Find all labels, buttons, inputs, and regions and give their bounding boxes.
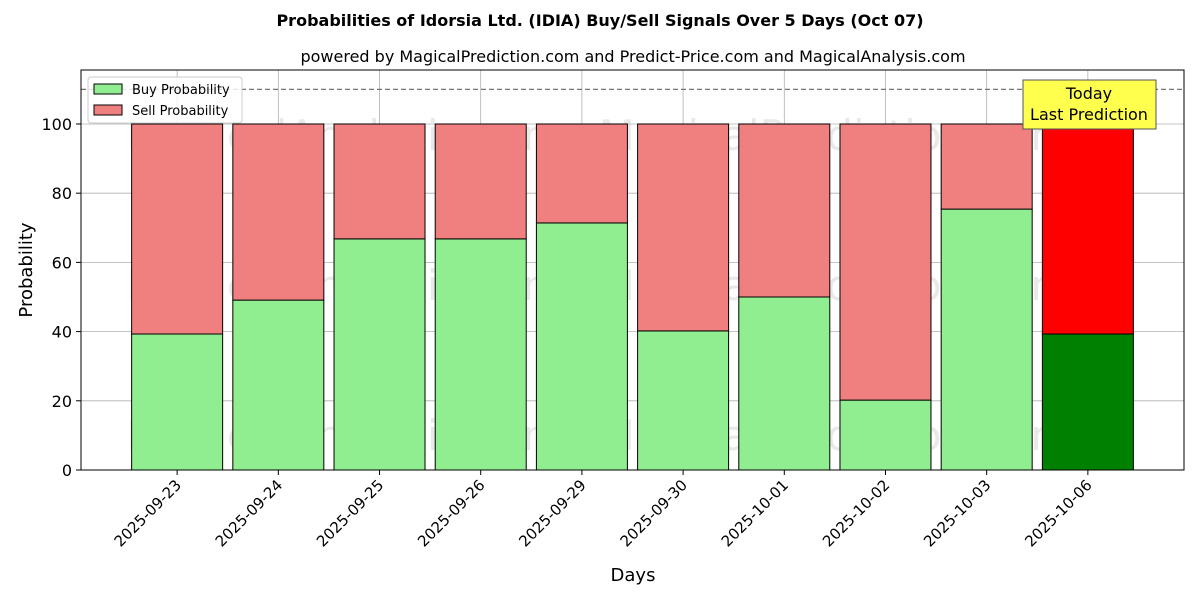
sell-bar: [1041, 123, 1134, 335]
y-tick-label: 60: [52, 253, 72, 272]
sell-bar: [940, 123, 1033, 210]
y-tick-label: 40: [52, 323, 72, 342]
sell-bar: [839, 123, 932, 401]
buy-bar: [637, 330, 730, 471]
today-annotation: Today Last Prediction: [1022, 79, 1157, 130]
y-axis-label: Probability: [16, 222, 37, 317]
chart-subtitle: powered by MagicalPrediction.com and Pre…: [300, 47, 965, 66]
y-tick-label: 0: [62, 461, 72, 480]
sell-bar: [535, 123, 628, 224]
sell-bar: [333, 123, 426, 240]
y-tick-label: 100: [41, 115, 72, 134]
x-tick-label: 2025-09-24: [212, 476, 286, 550]
buy-bar: [940, 208, 1033, 471]
legend-buy-label: Buy Probability: [132, 83, 230, 98]
sell-bar: [232, 123, 325, 301]
legend: Buy Probability Sell Probability: [87, 76, 243, 124]
buy-bar: [434, 238, 527, 471]
x-tick-label: 2025-09-26: [414, 476, 488, 550]
legend-buy-swatch: [93, 83, 123, 95]
plot-frame: [80, 69, 1185, 471]
bars: [81, 88, 1184, 471]
y-tick-label: 20: [52, 392, 72, 411]
legend-sell-swatch: [93, 104, 123, 116]
x-axis-label: Days: [611, 565, 656, 586]
y-tick-label: 80: [52, 184, 72, 203]
buy-bar: [535, 222, 628, 471]
x-tick-label: 2025-10-03: [920, 476, 994, 550]
sell-bar: [434, 123, 527, 240]
x-tick-label: 2025-09-25: [313, 476, 387, 550]
sell-bar: [637, 123, 730, 332]
x-tick-label: 2025-10-02: [819, 476, 893, 550]
annotation-line2: Last Prediction: [1030, 105, 1148, 124]
buy-bar: [333, 238, 426, 471]
annotation-line1: Today: [1065, 84, 1112, 103]
chart-title: Probabilities of Idorsia Ltd. (IDIA) Buy…: [276, 11, 923, 30]
buy-bar: [232, 299, 325, 471]
x-tick-label: 2025-10-01: [718, 476, 792, 550]
x-tick-label: 2025-09-23: [111, 476, 185, 550]
sell-bar: [738, 123, 831, 298]
buy-bar: [839, 399, 932, 471]
buy-bar: [1041, 333, 1134, 471]
buy-bar: [131, 333, 224, 471]
x-tick-label: 2025-09-29: [515, 476, 589, 550]
buy-bar: [738, 296, 831, 471]
x-tick-label: 2025-09-30: [617, 476, 691, 550]
legend-sell-label: Sell Probability: [132, 104, 229, 119]
x-tick-label: 2025-10-06: [1021, 476, 1095, 550]
sell-bar: [131, 123, 224, 335]
